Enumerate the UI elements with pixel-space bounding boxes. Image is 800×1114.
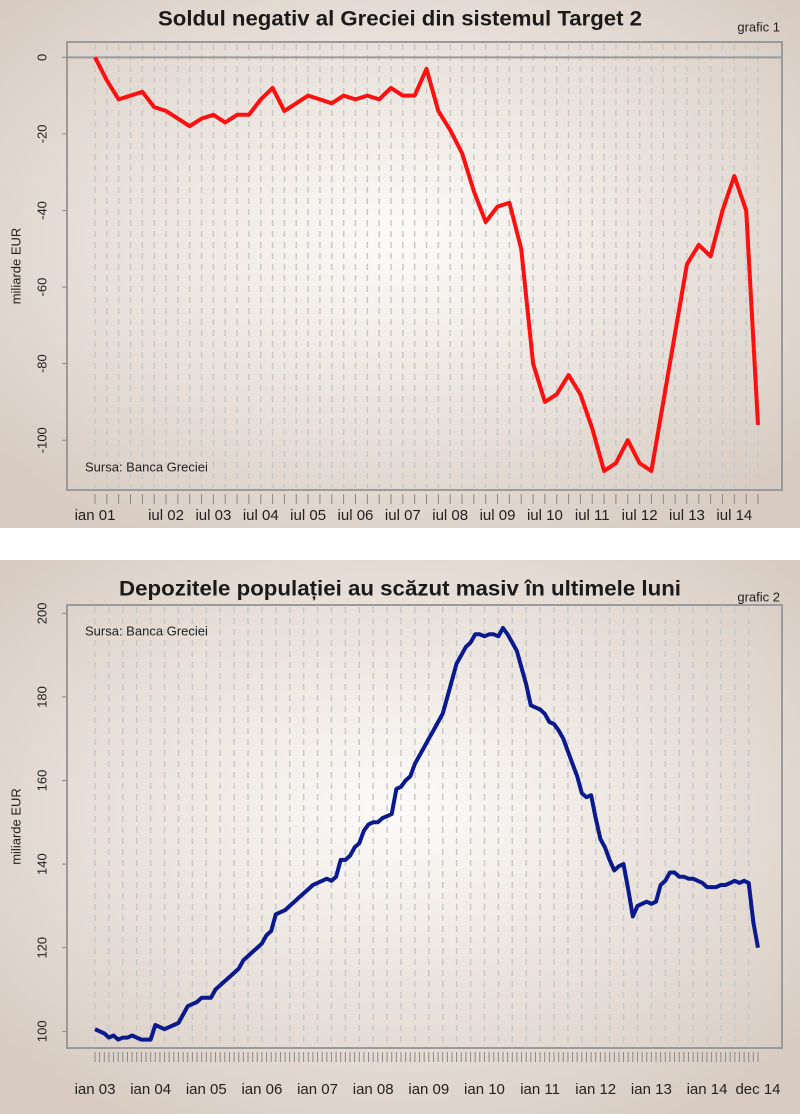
x-tick-label: iul 08 (432, 507, 468, 524)
y-tick-label: -20 (34, 124, 49, 143)
y-axis-label: miliarde EUR (8, 228, 23, 305)
x-tick-label: ian 06 (241, 1081, 282, 1098)
chart-label: grafic 2 (737, 589, 780, 604)
x-tick-label: ian 14 (687, 1081, 728, 1098)
x-tick-label: iul 06 (338, 507, 374, 524)
x-tick-label: ian 12 (575, 1081, 616, 1098)
x-tick-label: iul 14 (716, 507, 752, 524)
x-tick-label: iul 11 (575, 507, 610, 524)
x-tick-label: iul 05 (290, 507, 326, 524)
x-tick-label: iul 02 (148, 507, 184, 524)
x-tick-label: ian 11 (520, 1081, 560, 1098)
y-tick-label: -100 (34, 427, 49, 453)
y-tick-label: 100 (34, 1020, 49, 1042)
y-tick-label: -40 (34, 201, 49, 220)
y-tick-label: 0 (34, 54, 49, 61)
y-tick-label: -60 (34, 278, 49, 297)
x-tick-label: ian 07 (297, 1081, 338, 1098)
y-tick-label: 160 (34, 770, 49, 792)
source-note: Sursa: Banca Greciei (85, 623, 208, 638)
x-tick-label: iul 13 (669, 507, 705, 524)
y-tick-label: 200 (34, 603, 49, 625)
y-tick-label: 180 (34, 686, 49, 708)
x-tick-label: ian 08 (353, 1081, 394, 1098)
x-tick-label: ian 01 (75, 507, 116, 524)
chart-title: Soldul negativ al Greciei din sistemul T… (158, 8, 642, 31)
y-tick-label: -80 (34, 354, 49, 373)
x-tick-label: iul 03 (195, 507, 231, 524)
panel-background (0, 560, 800, 1114)
x-tick-label: ian 03 (75, 1081, 116, 1098)
y-axis-label: miliarde EUR (8, 788, 23, 865)
x-tick-label: ian 05 (186, 1081, 227, 1098)
source-note: Sursa: Banca Greciei (85, 459, 208, 474)
data-line (94, 626, 760, 1042)
x-tick-label: iul 07 (385, 507, 421, 524)
panel-background (0, 0, 800, 528)
x-tick-label: ian 04 (130, 1081, 171, 1098)
chart-title: Depozitele populației au scăzut masiv în… (119, 578, 681, 601)
x-tick-label: dec 14 (735, 1081, 780, 1098)
x-tick-label: iul 04 (243, 507, 279, 524)
x-tick-label: ian 09 (408, 1081, 449, 1098)
x-tick-label: ian 10 (464, 1081, 505, 1098)
y-tick-label: 140 (34, 853, 49, 875)
chart-label: grafic 1 (737, 19, 780, 34)
plot-area (66, 604, 783, 1049)
plot-area (66, 41, 783, 491)
x-tick-label: ian 13 (631, 1081, 672, 1098)
x-tick-label: iul 10 (527, 507, 563, 524)
y-tick-label: 120 (34, 937, 49, 959)
data-line (93, 56, 760, 473)
x-tick-label: iul 09 (480, 507, 516, 524)
x-tick-label: iul 12 (622, 507, 658, 524)
